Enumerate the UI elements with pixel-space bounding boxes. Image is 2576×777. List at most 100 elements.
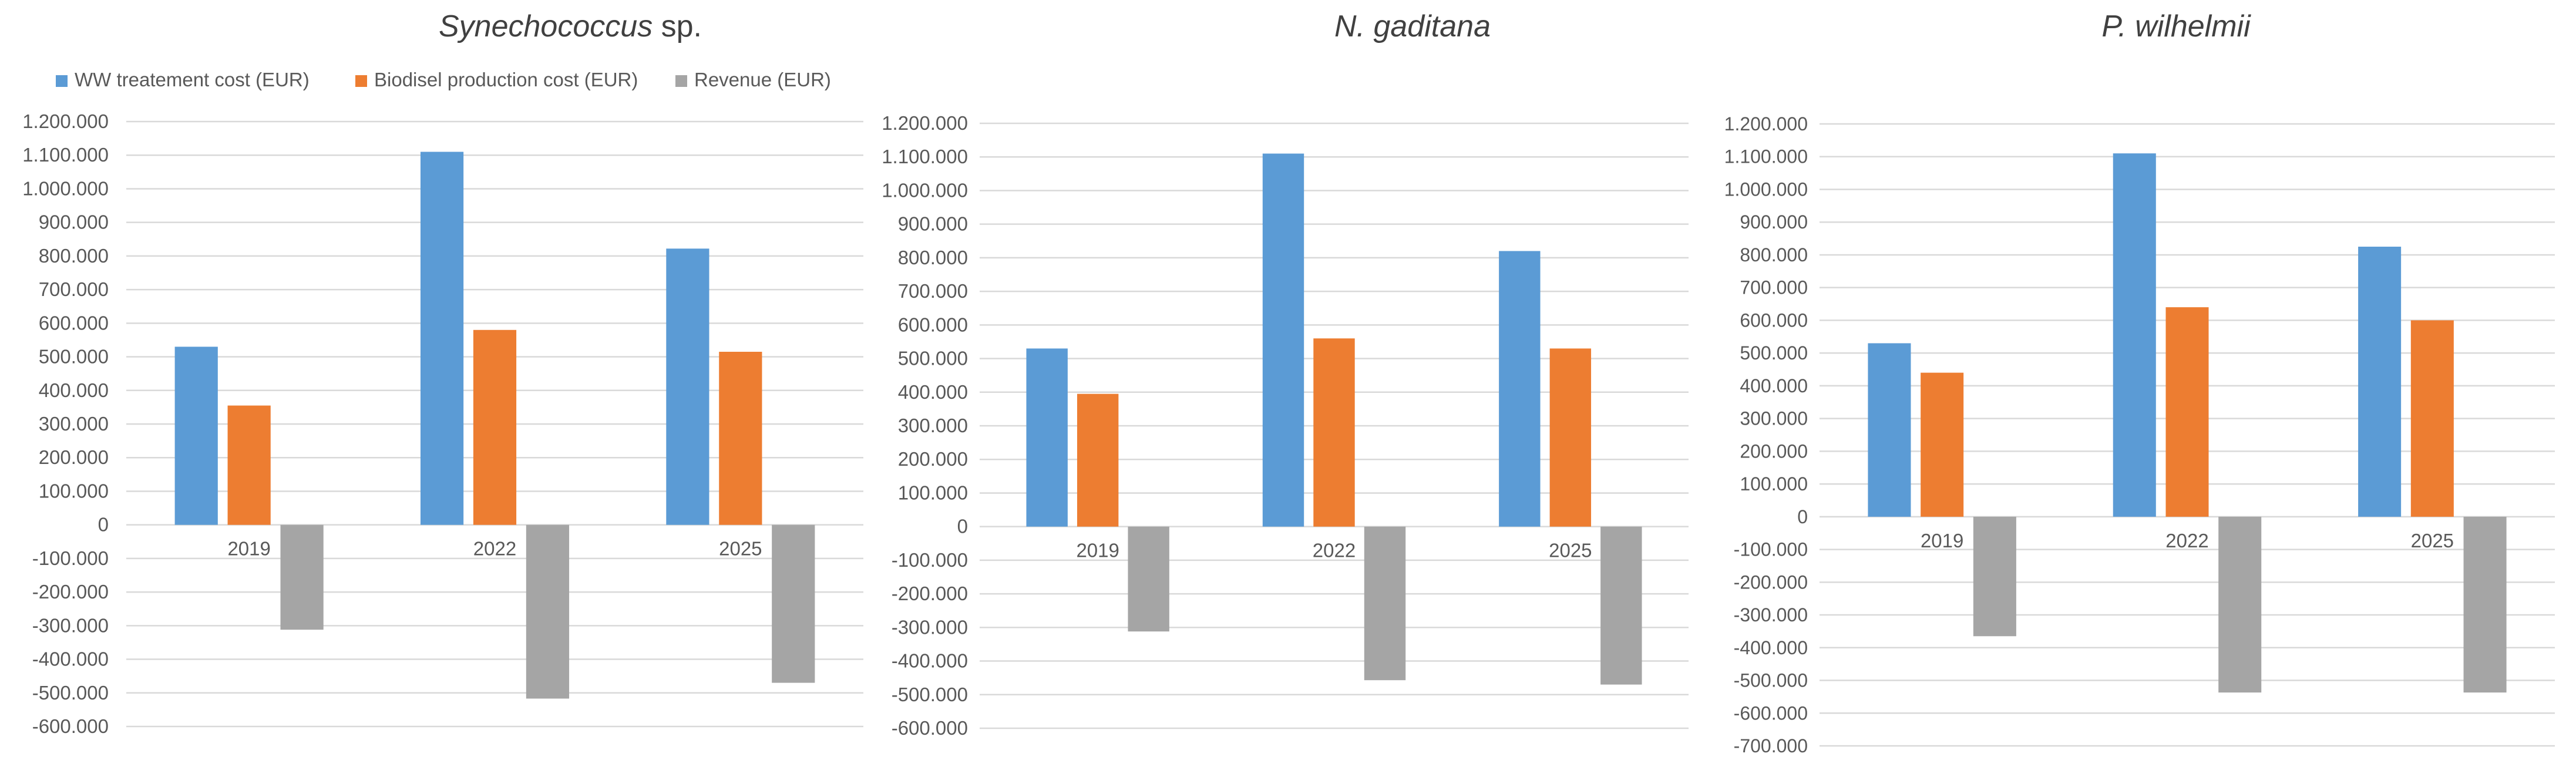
chart-synechococcus: Synechococcus sp. 1.200.000 1.100.000 1.000…	[22, 9, 863, 737]
y-tick-label: 0	[957, 516, 968, 537]
bar	[772, 524, 815, 683]
y-tick-label: -200.000	[1734, 571, 1808, 593]
y-tick-label: 1.000.000	[882, 179, 968, 201]
chart-p-wilhelmii: P. wilhelmii 1.200.000 1.100.000 1.000.000 9…	[1724, 9, 2555, 756]
y-tick-label: 0	[98, 514, 109, 536]
x-tick-label: 2025	[2411, 530, 2454, 551]
y-tick-label: 1.000.000	[1724, 179, 1808, 200]
y-tick-label: -500.000	[1734, 670, 1808, 691]
y-tick-label: -500.000	[892, 684, 968, 705]
x-tick-label: 2022	[473, 538, 516, 560]
bar	[1364, 526, 1406, 681]
y-tick-label: 200.000	[1740, 440, 1808, 462]
y-tick-label: -100.000	[892, 549, 968, 571]
x-tick-label: 2025	[1549, 540, 1592, 561]
y-tick-label: 0	[1797, 506, 1808, 527]
bar	[1026, 348, 1068, 527]
bar	[1499, 251, 1541, 527]
y-tick-label: 200.000	[39, 446, 109, 468]
y-tick-label: -600.000	[892, 717, 968, 739]
y-tick-label: 200.000	[898, 448, 968, 470]
y-tick-label: 700.000	[898, 280, 968, 302]
y-tick-label: -600.000	[1734, 702, 1808, 724]
x-tick-label: 2022	[1313, 540, 1356, 561]
y-tick-label: -600.000	[32, 715, 109, 737]
y-tick-label: 1.100.000	[1724, 146, 1808, 167]
chart-title-italic: P. wilhelmii	[2101, 9, 2251, 43]
y-tick-label: -100.000	[1734, 539, 1808, 560]
y-tick-label: 1.200.000	[1724, 113, 1808, 134]
y-tick-label: 100.000	[39, 480, 109, 502]
bar	[1973, 516, 2016, 637]
x-tick-label: 2019	[1076, 540, 1119, 561]
y-tick-label: 700.000	[1740, 277, 1808, 298]
legend-label: Biodisel production cost (EUR)	[374, 69, 638, 90]
y-tick-label: 400.000	[1740, 375, 1808, 396]
legend-swatch	[355, 75, 367, 87]
y-tick-label: 800.000	[1740, 244, 1808, 265]
y-tick-label: 500.000	[1740, 342, 1808, 364]
y-tick-label: 900.000	[898, 213, 968, 235]
y-tick-label: 400.000	[39, 379, 109, 401]
y-tick-label: 700.000	[39, 278, 109, 300]
x-tick-label: 2022	[2165, 530, 2208, 551]
bar	[2113, 153, 2156, 517]
legend-label: Revenue (EUR)	[694, 69, 831, 90]
y-tick-label: -300.000	[1734, 604, 1808, 625]
bar	[420, 152, 464, 525]
bar	[227, 405, 271, 525]
bar	[1600, 526, 1642, 685]
y-tick-label: -400.000	[32, 648, 109, 670]
bar	[1549, 348, 1592, 527]
y-tick-label: 600.000	[1740, 310, 1808, 331]
y-tick-label: -300.000	[892, 616, 968, 638]
x-tick-label: 2019	[1921, 530, 1963, 551]
y-tick-label: 300.000	[1740, 408, 1808, 429]
legend-swatch	[675, 75, 687, 87]
y-tick-label: -300.000	[32, 614, 109, 636]
bar	[1921, 372, 1964, 517]
bar	[719, 351, 762, 525]
y-tick-label: 1.200.000	[22, 110, 109, 132]
bar	[2218, 516, 2262, 693]
legend-entry: Biodisel production cost (EUR)	[355, 69, 638, 90]
bar	[280, 524, 324, 630]
y-tick-label: 600.000	[39, 312, 109, 334]
y-tick-label: 1.200.000	[882, 112, 968, 134]
chart-n-gaditana: N. gaditana 1.200.000 1.100.000 1.000.000 90…	[882, 9, 1689, 739]
legend-swatch	[56, 75, 68, 87]
y-tick-label: -700.000	[1734, 735, 1808, 756]
bar	[1262, 153, 1304, 527]
y-tick-label: 500.000	[39, 346, 109, 368]
y-tick-label: -100.000	[32, 547, 109, 569]
chart-title-italic: N. gaditana	[1334, 9, 1491, 43]
legend-entry: WW treatement cost (EUR)	[56, 69, 310, 90]
y-tick-label: 1.100.000	[882, 146, 968, 167]
legend-entry: Revenue (EUR)	[675, 69, 831, 90]
legend-label: WW treatement cost (EUR)	[75, 69, 310, 90]
y-tick-label: 600.000	[898, 314, 968, 335]
bar	[1077, 393, 1119, 527]
bar	[473, 329, 517, 525]
bar	[666, 248, 709, 525]
bar	[1313, 338, 1355, 527]
y-tick-label: 800.000	[898, 247, 968, 268]
bar	[526, 524, 570, 699]
x-tick-label: 2019	[227, 538, 270, 560]
y-tick-label: 1.100.000	[22, 144, 109, 166]
bar	[2410, 320, 2454, 517]
y-tick-label: 400.000	[898, 381, 968, 403]
y-tick-label: -200.000	[892, 583, 968, 604]
y-tick-label: 900.000	[1740, 211, 1808, 233]
bar	[174, 347, 218, 525]
y-tick-label: 900.000	[39, 211, 109, 233]
chart-title: Synechococcus sp.	[439, 9, 702, 43]
y-tick-label: -500.000	[32, 682, 109, 704]
y-tick-label: -200.000	[32, 581, 109, 603]
legend: WW treatement cost (EUR) Biodisel product…	[56, 69, 831, 90]
bar	[2358, 247, 2402, 517]
bar	[1868, 343, 1911, 517]
bar	[2463, 516, 2507, 693]
bar	[1128, 526, 1169, 632]
